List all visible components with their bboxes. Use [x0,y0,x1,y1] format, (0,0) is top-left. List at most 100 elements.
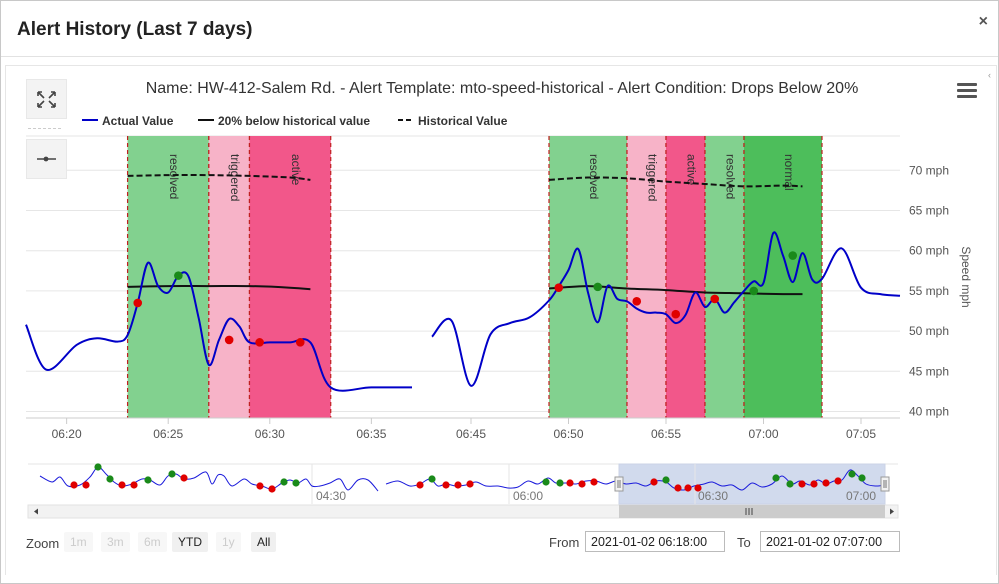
alert-marker[interactable] [632,297,642,306]
from-label: From [549,535,580,550]
navigator-marker [256,482,264,490]
x-tick-label: 07:05 [846,427,876,441]
x-tick-label: 06:45 [456,427,486,441]
x-tick-label: 06:20 [52,427,82,441]
alert-band-resolved[interactable] [127,136,209,418]
x-tick-label: 06:35 [356,427,386,441]
navigator-marker [694,484,702,492]
band-label: triggered [646,154,660,201]
navigator-label: 06:30 [698,489,728,503]
alert-marker[interactable] [554,283,564,292]
zoom-label: Zoom [26,536,60,551]
hamburger-menu-icon[interactable] [957,83,977,99]
scroll-right-icon[interactable] [890,508,894,515]
navigator-marker [556,479,564,487]
navigator-marker [590,478,598,486]
navigator-marker [428,475,436,483]
navigator-marker [674,484,682,492]
to-label: To [737,535,751,550]
actual-value-line[interactable] [431,231,901,387]
actual-value-line[interactable] [25,261,412,392]
navigator-marker [566,479,574,487]
navigator-marker [650,478,658,486]
y-tick-label: 55 mph [909,284,949,298]
legend-item[interactable]: 20% below historical value [218,114,370,128]
toolbar-divider [28,128,61,129]
reset-zoom-icon [37,156,56,162]
navigator-marker [786,480,794,488]
alert-marker[interactable] [295,338,305,347]
legend-item[interactable]: Actual Value [102,114,174,128]
close-icon[interactable]: × [978,13,988,30]
alert-band-resolved[interactable] [705,136,744,418]
from-date-input[interactable]: 2021-01-02 06:18:00 [585,531,725,552]
scroll-left-icon[interactable] [34,508,38,515]
alert-band-triggered[interactable] [627,136,666,418]
band-label: normal [782,154,796,191]
20-below-historical-value-line[interactable] [127,284,311,291]
zoom-1m-button[interactable]: 1m [64,532,93,552]
navigator-marker [542,478,550,486]
y-tick-label: 40 mph [909,405,949,419]
alert-marker[interactable] [224,335,234,345]
legend-item[interactable]: Historical Value [418,114,508,128]
band-label: active [289,154,303,186]
zoom-ytd-button[interactable]: YTD [172,532,208,552]
navigator-marker [130,481,138,489]
alert-marker[interactable] [749,286,759,296]
navigator-marker [810,480,818,488]
navigator-label: 06:00 [513,489,543,503]
alert-band-active[interactable] [249,136,331,418]
y-tick-label: 65 mph [909,204,949,218]
navigator-marker [94,463,102,471]
legend[interactable]: Actual Value 20% below historical value Hi… [82,114,508,128]
navigator-marker [168,470,176,478]
navigator-marker [578,480,586,488]
historical-value-line[interactable] [127,174,311,181]
navigator-marker [848,470,856,478]
navigator-handle[interactable] [614,476,624,492]
fullscreen-button[interactable] [26,79,67,119]
zoom-3m-button[interactable]: 3m [101,532,130,552]
reset-zoom-button[interactable] [26,139,67,179]
chart-title: Name: HW-412-Salem Rd. - Alert Template:… [146,80,859,97]
navigator-label: 07:00 [846,489,876,503]
navigator-handle[interactable] [880,476,890,492]
navigator-series [39,466,379,492]
zoom-1y-button[interactable]: 1y [216,532,241,552]
collapse-caret-icon[interactable]: ‹ [988,70,991,80]
historical-value-line[interactable] [548,176,803,188]
alert-band-resolved[interactable] [549,136,627,418]
to-date-input[interactable]: 2021-01-02 07:07:00 [760,531,900,552]
navigator-marker [118,481,126,489]
band-label: resolved [724,154,738,199]
alert-marker[interactable] [255,338,264,347]
alert-marker[interactable] [593,282,603,292]
y-tick-label: 70 mph [909,163,949,177]
x-tick-label: 06:30 [255,427,285,441]
20-below-historical-value-line[interactable] [548,285,803,296]
zoom-all-button[interactable]: All [251,532,277,552]
alert-marker[interactable] [671,309,681,319]
alert-marker[interactable] [133,298,143,308]
navigator-marker [82,481,90,489]
navigator-window[interactable] [618,463,886,505]
band-label: active [685,154,699,186]
x-tick-label: 07:00 [748,427,778,441]
navigator-marker [442,481,450,489]
y-tick-label: 45 mph [909,364,949,378]
navigator-marker [268,485,276,493]
alert-marker[interactable] [788,251,798,260]
navigator-marker [280,478,288,486]
x-tick-label: 06:55 [651,427,681,441]
alert-marker[interactable] [174,271,183,280]
alert-band-normal[interactable] [744,136,822,418]
modal-header: Alert History (Last 7 days) × [1,1,998,57]
zoom-6m-button[interactable]: 6m [138,532,167,552]
navigator-marker [454,481,462,489]
alert-band-triggered[interactable] [208,136,250,418]
alert-marker[interactable] [710,294,720,304]
x-tick-label: 06:50 [553,427,583,441]
navigator-marker [466,480,474,488]
navigator-marker [858,474,866,482]
